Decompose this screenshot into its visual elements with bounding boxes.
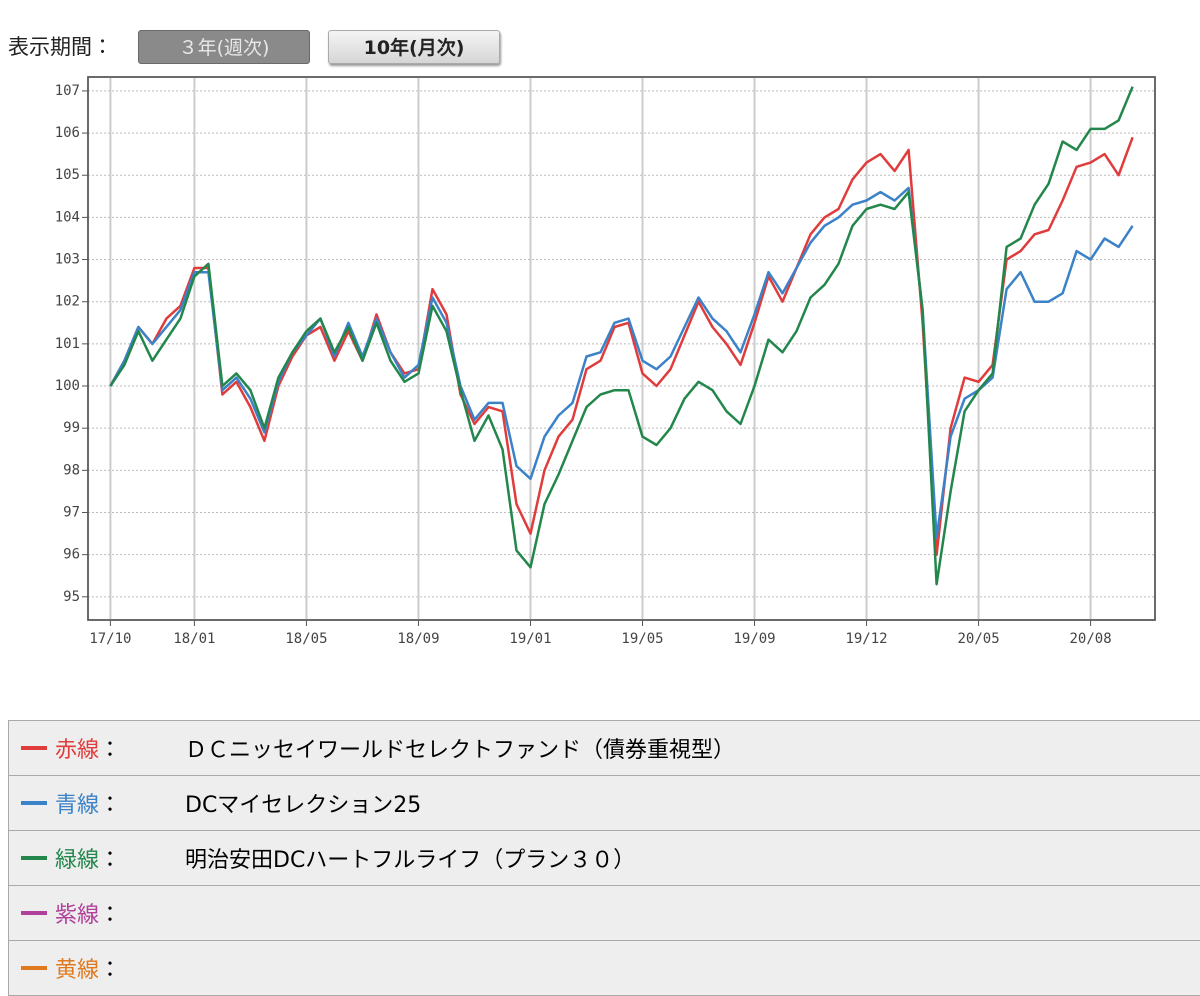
legend-cell: 赤線： ＤＣニッセイワールドセレクトファンド（債券重視型）: [8, 720, 1200, 776]
y-tick-label: 98: [63, 462, 80, 478]
chart: 95 96 97 98 99 100 101 102 103 104 105 106 107 17/10 1…: [55, 76, 1156, 647]
y-tick-label: 103: [55, 252, 80, 268]
plot-area: [87, 76, 1156, 621]
series-line: [109, 186, 1134, 540]
legend-swatch: [21, 801, 47, 805]
series-line: [109, 86, 1134, 586]
legend-color-name: 黄線: [55, 958, 100, 983]
period-button[interactable]: ３年(週次): [138, 30, 310, 64]
legend-table: 赤線： ＤＣニッセイワールドセレクトファンド（債券重視型） 青線： DCマイセレクショ…: [8, 720, 1200, 996]
series-line: [109, 136, 1134, 556]
legend-row: 紫線：: [8, 885, 1200, 941]
x-tick-label: 17/10: [89, 631, 131, 647]
legend-swatch: [21, 966, 47, 970]
legend-label: 青線：: [55, 787, 151, 819]
x-tick-label: 20/08: [1070, 631, 1112, 647]
x-tick-label: 18/05: [285, 631, 327, 647]
legend-series-name: ＤＣニッセイワールドセレクトファンド（債券重視型）: [185, 738, 736, 763]
legend-label: 赤線：: [55, 732, 151, 764]
legend-series-name: DCマイセレクション25: [185, 793, 422, 818]
x-tick-label: 20/05: [957, 631, 999, 647]
y-tick-label: 96: [63, 547, 80, 563]
legend-swatch: [21, 911, 47, 915]
x-tick-label: 19/12: [845, 631, 887, 647]
x-tick-label: 18/09: [397, 631, 439, 647]
legend-cell: 紫線：: [8, 885, 1200, 941]
legend-label: 紫線：: [55, 897, 151, 929]
x-tick-label: 19/01: [509, 631, 551, 647]
y-tick-label: 100: [55, 378, 80, 394]
y-tick-label: 95: [63, 589, 80, 605]
y-tick-label: 101: [55, 336, 80, 352]
legend-row: 青線： DCマイセレクション25: [8, 775, 1200, 831]
legend-row: 黄線：: [8, 940, 1200, 996]
legend-row: 赤線： ＤＣニッセイワールドセレクトファンド（債券重視型）: [8, 720, 1200, 776]
legend-label: 黄線：: [55, 952, 151, 984]
y-tick-label: 107: [55, 83, 80, 99]
legend-row: 緑線： 明治安田DCハートフルライフ（プラン３０）: [8, 830, 1200, 886]
x-tick-label: 19/09: [733, 631, 775, 647]
legend-separator: ：: [99, 848, 122, 873]
legend-separator: ：: [99, 793, 122, 818]
y-tick-label: 99: [63, 420, 80, 436]
legend-series-name: 明治安田DCハートフルライフ（プラン３０）: [185, 848, 636, 873]
plot-area: [87, 76, 1156, 621]
x-tick-label: 18/01: [173, 631, 215, 647]
y-tick-label: 97: [63, 504, 80, 520]
y-tick-label: 104: [55, 209, 80, 225]
legend-label: 緑線：: [55, 842, 151, 874]
legend-color-name: 赤線: [55, 738, 100, 763]
legend-color-name: 紫線: [55, 903, 100, 928]
legend-separator: ：: [99, 738, 122, 763]
legend-color-name: 青線: [55, 793, 100, 818]
legend-swatch: [21, 856, 47, 860]
legend-cell: 黄線：: [8, 940, 1200, 996]
legend-separator: ：: [99, 958, 122, 983]
x-tick-label: 19/05: [621, 631, 663, 647]
legend-separator: ：: [99, 903, 122, 928]
y-tick-label: 105: [55, 167, 80, 183]
period-label: 表示期間：: [8, 35, 113, 59]
legend-color-name: 緑線: [55, 848, 100, 873]
legend-cell: 緑線： 明治安田DCハートフルライフ（プラン３０）: [8, 830, 1200, 886]
legend-swatch: [21, 746, 47, 750]
y-tick-label: 106: [55, 125, 80, 141]
legend-cell: 青線： DCマイセレクション25: [8, 775, 1200, 831]
y-tick-label: 102: [55, 294, 80, 310]
period-button[interactable]: 10年(月次): [328, 30, 500, 64]
